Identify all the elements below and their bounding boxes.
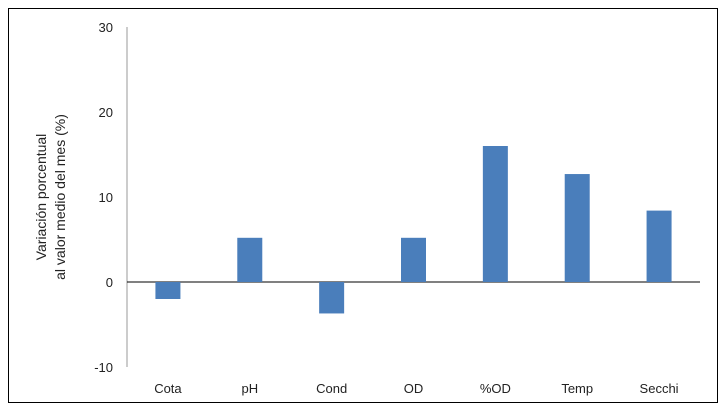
x-tick-labels: Cota pH Cond OD %OD Temp Secchi (154, 381, 678, 396)
bar-od (401, 237, 426, 282)
chart-frame (8, 8, 718, 403)
plot-area: -10 0 10 20 30 Cota pH Cond OD %OD Temp Secchi (94, 20, 700, 396)
y-axis-title-line1: Variación porcentual (33, 134, 49, 261)
y-tick-labels: -10 0 10 20 30 (94, 20, 113, 375)
bar-temp (564, 174, 590, 282)
y-axis-title: Variación porcentual (33, 134, 49, 261)
x-tick-label: %OD (480, 381, 511, 396)
bars (155, 146, 672, 314)
x-tick-label: Temp (561, 381, 593, 396)
x-tick-label: Cota (154, 381, 182, 396)
bar-cota (155, 282, 181, 299)
y-axis-title-2: al valor medio del mes (%) (52, 114, 68, 280)
y-axis-title-line2: al valor medio del mes (%) (52, 114, 68, 280)
x-tick-label: OD (404, 381, 424, 396)
y-tick-label: 0 (106, 275, 113, 290)
y-tick-label: 10 (99, 190, 113, 205)
y-tick-label: 20 (99, 105, 113, 120)
x-tick-label: Secchi (640, 381, 679, 396)
x-tick-label: pH (241, 381, 258, 396)
x-tick-label: Cond (316, 381, 347, 396)
bar-ph (237, 237, 263, 282)
bar-cond (319, 282, 345, 314)
y-tick-label: 30 (99, 20, 113, 35)
bar-secchi (646, 210, 672, 282)
bar-od (482, 146, 508, 282)
y-tick-label: -10 (94, 360, 113, 375)
